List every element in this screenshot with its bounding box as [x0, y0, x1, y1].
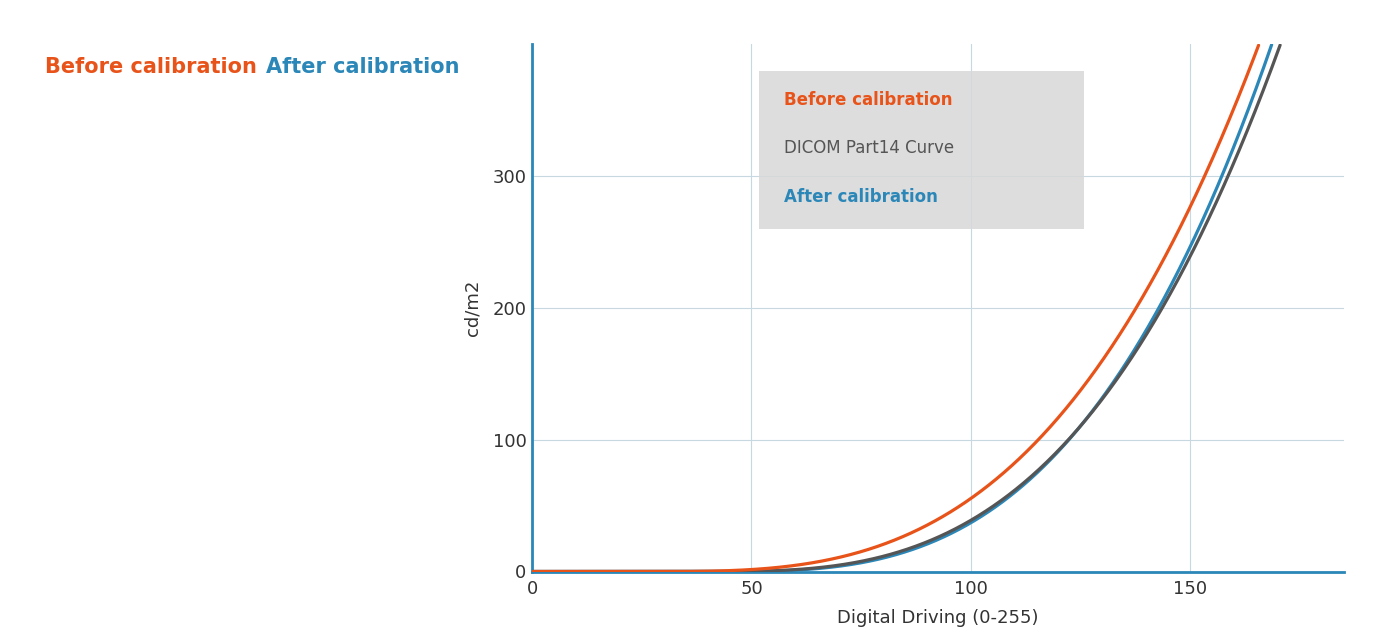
Text: After calibration: After calibration [784, 188, 938, 206]
FancyBboxPatch shape [759, 71, 1084, 229]
Text: Before calibration: Before calibration [45, 57, 258, 77]
Text: DICOM Part14 Curve: DICOM Part14 Curve [784, 139, 953, 157]
Text: After calibration: After calibration [266, 57, 459, 77]
Y-axis label: cd/m2: cd/m2 [463, 280, 482, 336]
X-axis label: Digital Driving (0-255): Digital Driving (0-255) [837, 609, 1039, 627]
Text: Before calibration: Before calibration [784, 91, 952, 109]
